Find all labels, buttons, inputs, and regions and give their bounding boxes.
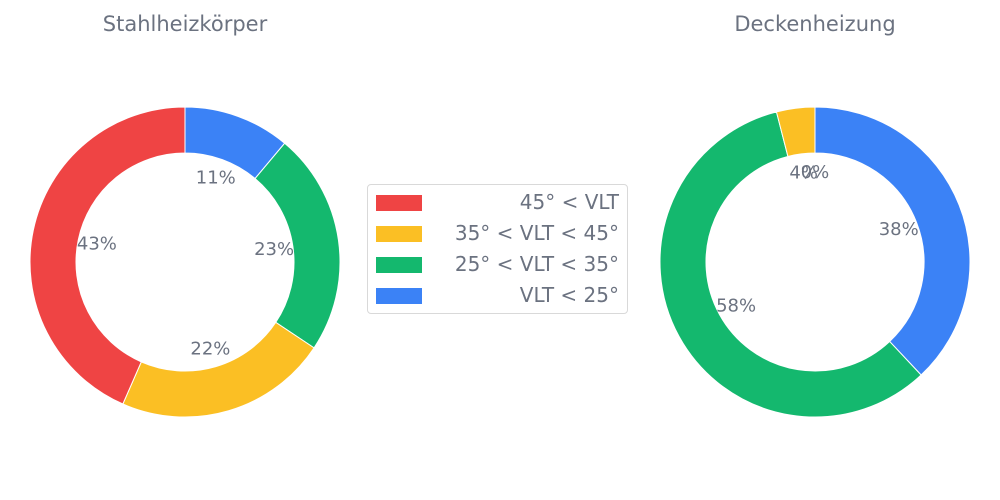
legend-swatch xyxy=(376,257,422,273)
legend-swatch xyxy=(376,226,422,242)
percent-label-25-vlt-35: 58% xyxy=(716,295,756,316)
legend: 45° < VLT 35° < VLT < 45° 25° < VLT < 35… xyxy=(367,184,628,314)
donut-slice-35-vlt-45 xyxy=(775,106,816,158)
percent-label-vlt-25: 11% xyxy=(196,167,236,188)
donut-slice-35-vlt-45 xyxy=(122,321,315,418)
percent-label-45-vlt: 0% xyxy=(801,162,830,183)
legend-label: VLT < 25° xyxy=(519,283,619,307)
percent-label-45-vlt: 43% xyxy=(77,234,117,255)
legend-swatch xyxy=(376,288,422,304)
legend-swatch xyxy=(376,195,422,211)
chart-title-deckenheizung: Deckenheizung xyxy=(734,12,895,36)
donut-slice-vlt-25 xyxy=(814,106,971,376)
donut-slice-25-vlt-35 xyxy=(659,111,922,418)
donut-slice-45-vlt xyxy=(29,106,186,405)
legend-label: 45° < VLT xyxy=(519,190,619,214)
legend-label: 25° < VLT < 35° xyxy=(454,252,619,276)
legend-item: 45° < VLT xyxy=(368,187,627,218)
legend-item: 35° < VLT < 45° xyxy=(368,218,627,249)
percent-label-25-vlt-35: 23% xyxy=(254,239,294,260)
legend-item: VLT < 25° xyxy=(368,280,627,311)
percent-label-35-vlt-45: 4% xyxy=(789,163,818,184)
percent-label-vlt-25: 38% xyxy=(879,219,919,240)
chart-title-stahlheizkoerper: Stahlheizkörper xyxy=(103,12,268,36)
percent-label-35-vlt-45: 22% xyxy=(190,338,230,359)
legend-label: 35° < VLT < 45° xyxy=(454,221,619,245)
legend-item: 25° < VLT < 35° xyxy=(368,249,627,280)
